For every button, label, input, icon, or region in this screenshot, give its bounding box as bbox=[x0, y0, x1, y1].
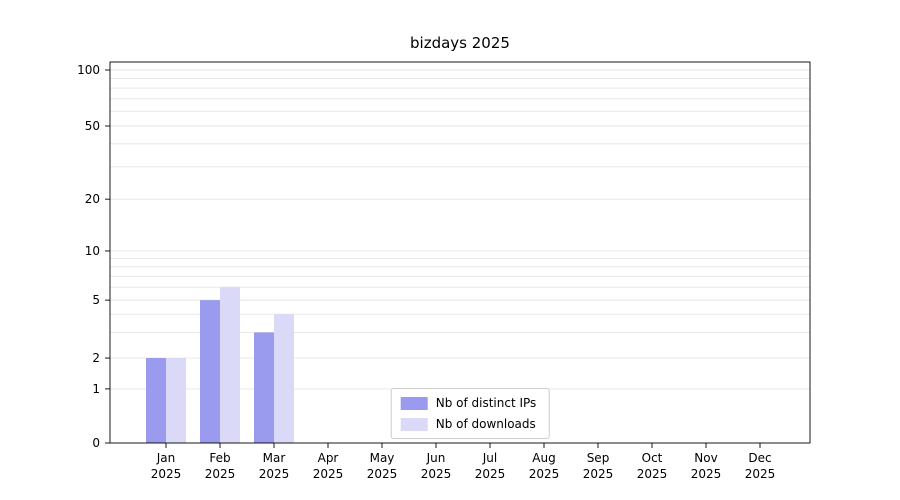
chart-title: bizdays 2025 bbox=[410, 34, 510, 52]
x-axis-year-label: 2025 bbox=[259, 467, 290, 481]
x-axis-year-label: 2025 bbox=[691, 467, 722, 481]
x-axis-month-label: Jul bbox=[482, 451, 497, 465]
x-axis-month-label: Jan bbox=[156, 451, 176, 465]
y-axis-tick-label: 50 bbox=[85, 119, 100, 133]
legend-label-downloads: Nb of downloads bbox=[435, 417, 536, 431]
y-axis-tick-label: 20 bbox=[85, 192, 100, 206]
x-axis-year-label: 2025 bbox=[367, 467, 398, 481]
legend-label-distinct-ips: Nb of distinct IPs bbox=[435, 396, 537, 410]
y-axis-tick-label: 1 bbox=[92, 382, 100, 396]
x-axis-month-label: Apr bbox=[318, 451, 339, 465]
y-axis-tick-label: 10 bbox=[85, 244, 100, 258]
x-axis-month-label: Aug bbox=[532, 451, 555, 465]
x-axis-year-label: 2025 bbox=[529, 467, 560, 481]
x-axis-year-label: 2025 bbox=[205, 467, 236, 481]
plot-border bbox=[109, 61, 811, 444]
x-axis-year-label: 2025 bbox=[583, 467, 614, 481]
bar-downloads bbox=[274, 314, 294, 443]
y-axis-tick-label: 100 bbox=[77, 63, 100, 77]
y-axis-tick-label: 5 bbox=[92, 293, 100, 307]
legend-item-distinct-ips: Nb of distinct IPs bbox=[400, 396, 537, 410]
x-axis-year-label: 2025 bbox=[475, 467, 506, 481]
legend: Nb of distinct IPs Nb of downloads bbox=[390, 388, 550, 439]
legend-item-downloads: Nb of downloads bbox=[400, 417, 537, 431]
x-axis-month-label: Jun bbox=[426, 451, 446, 465]
x-axis-month-label: Dec bbox=[748, 451, 771, 465]
x-axis-year-label: 2025 bbox=[745, 467, 776, 481]
bar-downloads bbox=[166, 358, 186, 443]
bar-distinct-ips bbox=[254, 332, 274, 443]
y-axis-tick-label: 0 bbox=[92, 436, 100, 450]
x-axis-month-label: Feb bbox=[209, 451, 230, 465]
y-axis-tick-label: 2 bbox=[92, 351, 100, 365]
x-axis-year-label: 2025 bbox=[421, 467, 452, 481]
x-axis-month-label: Mar bbox=[263, 451, 286, 465]
x-axis-month-label: Oct bbox=[642, 451, 663, 465]
x-axis-year-label: 2025 bbox=[151, 467, 182, 481]
x-axis-month-label: May bbox=[370, 451, 395, 465]
bar-distinct-ips bbox=[200, 300, 220, 443]
legend-swatch-downloads bbox=[400, 417, 428, 431]
x-axis-month-label: Sep bbox=[587, 451, 610, 465]
bar-downloads bbox=[220, 287, 240, 443]
x-axis-year-label: 2025 bbox=[637, 467, 668, 481]
x-axis-month-label: Nov bbox=[694, 451, 717, 465]
x-axis-year-label: 2025 bbox=[313, 467, 344, 481]
legend-swatch-distinct-ips bbox=[400, 396, 428, 410]
bar-distinct-ips bbox=[146, 358, 166, 443]
